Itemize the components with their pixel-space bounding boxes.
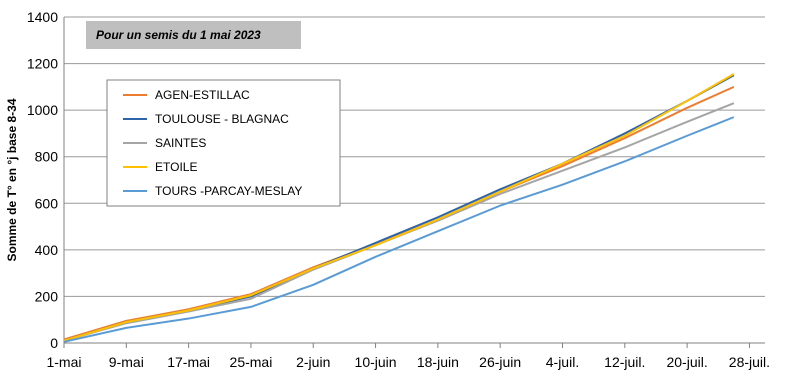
x-tick-label: 17-mai bbox=[167, 354, 210, 370]
y-tick-label: 1000 bbox=[27, 102, 58, 118]
y-tick-label: 600 bbox=[35, 195, 59, 211]
series-line bbox=[63, 116, 735, 343]
legend-label: TOULOUSE - BLAGNAC bbox=[155, 112, 289, 126]
annotation: Pour un semis du 1 mai 2023 bbox=[96, 28, 261, 42]
x-tick-label: 12-juil. bbox=[604, 354, 645, 370]
y-tick-label: 1400 bbox=[27, 9, 58, 25]
x-tick-label: 9-mai bbox=[109, 354, 144, 370]
y-tick-label: 1200 bbox=[27, 56, 58, 72]
x-tick-label: 2-juin bbox=[296, 354, 330, 370]
y-tick-label: 400 bbox=[35, 242, 59, 258]
y-tick-label: 0 bbox=[50, 335, 58, 351]
y-tick-label: 800 bbox=[35, 149, 59, 165]
x-tick-label: 26-juin bbox=[479, 354, 521, 370]
x-tick-label: 4-juil. bbox=[546, 354, 579, 370]
legend-label: AGEN-ESTILLAC bbox=[155, 88, 250, 102]
x-tick-label: 10-juin bbox=[355, 354, 397, 370]
legend-label: TOURS -PARCAY-MESLAY bbox=[155, 184, 302, 198]
x-tick-label: 28-juil. bbox=[729, 354, 770, 370]
legend-label: ETOILE bbox=[155, 160, 197, 174]
x-tick-label: 18-juin bbox=[417, 354, 459, 370]
series-line bbox=[63, 73, 735, 342]
x-tick-label: 1-mai bbox=[46, 354, 81, 370]
legend-label: SAINTES bbox=[155, 136, 206, 150]
x-tick-label: 25-mai bbox=[230, 354, 273, 370]
annotation-box bbox=[86, 21, 301, 49]
y-tick-label: 200 bbox=[35, 288, 59, 304]
y-axis-label: Somme de T° en °j base 8-34 bbox=[5, 98, 19, 261]
x-tick-label: 20-juil. bbox=[666, 354, 707, 370]
